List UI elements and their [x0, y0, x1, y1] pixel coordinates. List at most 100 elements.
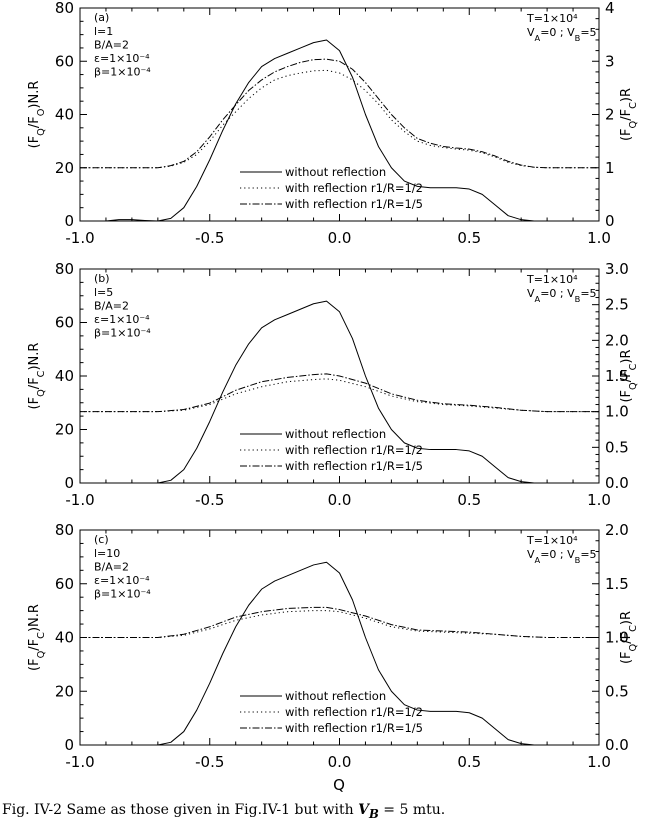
x-tick-label: 0.5: [457, 491, 481, 509]
x-tick-label: 0.0: [328, 491, 352, 509]
param-left: l=1: [94, 25, 113, 38]
yr-tick-label: 0.0: [605, 474, 629, 492]
yr-tick-label: 2: [605, 106, 615, 124]
yr-tick-label: 2.0: [605, 521, 629, 539]
x-tick-label: 0.0: [328, 229, 352, 247]
yr-tick-label: 0.0: [605, 736, 629, 754]
series-line-2: [80, 378, 599, 413]
yl-tick-label: 0: [64, 736, 74, 754]
yr-tick-label: 1.0: [605, 403, 629, 421]
x-tick-label: -0.5: [195, 229, 224, 247]
yl-tick-label: 40: [55, 367, 74, 385]
x-tick-label: 1.0: [587, 491, 611, 509]
yl-tick-label: 0: [64, 212, 74, 230]
param-left: ε=1×10⁻⁴: [94, 574, 150, 587]
x-tick-label: -1.0: [65, 491, 94, 509]
param-right: T=1×10⁴: [526, 534, 578, 547]
panel-label: (b): [94, 272, 110, 285]
yl-tick-label: 80: [55, 0, 74, 17]
yl-tick-label: 40: [55, 106, 74, 124]
y-axis-label-left: (FQ/FC)N.R: [27, 604, 47, 671]
yr-tick-label: 4: [605, 0, 615, 17]
param-left: B/A=2: [94, 561, 129, 574]
series-line-3: [80, 58, 599, 169]
yl-tick-label: 80: [55, 260, 74, 278]
x-tick-label: 0.0: [328, 753, 352, 771]
yr-tick-label: 3.0: [605, 260, 629, 278]
yl-tick-label: 80: [55, 521, 74, 539]
figure-caption: Fig. IV-2 Same as those given in Fig.IV-…: [2, 802, 650, 821]
param-left: l=5: [94, 286, 113, 299]
x-tick-label: -0.5: [195, 753, 224, 771]
yr-tick-label: 3: [605, 52, 615, 70]
caption-sub: B: [369, 806, 379, 821]
param-right: VA=0 ; VB=5: [527, 287, 597, 304]
yl-tick-label: 60: [55, 575, 74, 593]
yl-tick-label: 20: [55, 421, 74, 439]
panel-a: -1.0 -0.5 0.0 0.5 1.002040608001234(FQ/FO)N.…: [27, 0, 639, 247]
param-right: T=1×10⁴: [526, 12, 578, 25]
x-tick-label: -1.0: [65, 753, 94, 771]
param-right: VA=0 ; VB=5: [527, 26, 597, 43]
panel-c: -1.0 -0.5 0.0 0.5 1.0 0 20 40 60 80 0.0 0.5 1.0 1.5 2.…: [27, 521, 639, 771]
yr-tick-label: 2.0: [605, 331, 629, 349]
param-left: B/A=2: [94, 39, 129, 52]
series-line-3: [80, 606, 599, 638]
yl-tick-label: 60: [55, 314, 74, 332]
x-tick-label: -0.5: [195, 491, 224, 509]
param-left: β=1×10⁻⁴: [94, 327, 151, 340]
x-axis-label: Q: [333, 776, 345, 794]
caption-variable: VB: [358, 802, 379, 821]
legend-entry: with reflection r1/R=1/5: [285, 721, 423, 735]
yl-tick-label: 20: [55, 159, 74, 177]
yr-tick-label: 0.5: [605, 682, 629, 700]
series-line-2: [80, 69, 599, 169]
figure-canvas: -1.0 -0.5 0.0 0.5 1.002040608001234(FQ/FO)N.…: [27, 0, 639, 794]
yr-tick-label: 1.5: [605, 367, 629, 385]
param-left: β=1×10⁻⁴: [94, 588, 151, 601]
series-line-2: [80, 610, 599, 638]
y-axis-label-right: (FQ/FC)R: [619, 611, 639, 664]
series-line-1: [80, 300, 599, 484]
yr-tick-label: 0: [605, 212, 615, 230]
caption-suffix: = 5 mtu.: [378, 802, 446, 818]
param-left: ε=1×10⁻⁴: [94, 313, 150, 326]
legend-entry: without reflection: [285, 689, 386, 703]
legend-entry: with reflection r1/R=1/2: [285, 443, 423, 457]
x-tick-label: 1.0: [587, 753, 611, 771]
param-left: l=10: [94, 547, 120, 560]
legend-entry: with reflection r1/R=1/2: [285, 705, 423, 719]
yr-tick-label: 1: [605, 159, 615, 177]
yl-tick-label: 0: [64, 474, 74, 492]
param-left: ε=1×10⁻⁴: [94, 52, 150, 65]
series-line-3: [80, 373, 599, 413]
param-right: T=1×10⁴: [526, 273, 578, 286]
y-axis-label-left: (FQ/FC)N.R: [27, 343, 47, 410]
x-tick-label: 0.5: [457, 229, 481, 247]
x-tick-label: 1.0: [587, 229, 611, 247]
legend-entry: without reflection: [285, 165, 386, 179]
legend-entry: with reflection r1/R=1/5: [285, 197, 423, 211]
yl-tick-label: 20: [55, 682, 74, 700]
y-axis-label-right: (FQ/FC)R: [619, 349, 639, 402]
yl-tick-label: 40: [55, 629, 74, 647]
caption-var: V: [358, 802, 369, 818]
param-left: B/A=2: [94, 300, 129, 313]
series-line-1: [80, 39, 599, 222]
yl-tick-label: 60: [55, 52, 74, 70]
yr-tick-label: 2.5: [605, 296, 629, 314]
legend-entry: with reflection r1/R=1/2: [285, 181, 423, 195]
y-axis-label-left: (FQ/FO)N.R: [27, 81, 47, 149]
yr-tick-label: 1.0: [605, 629, 629, 647]
x-tick-label: 0.5: [457, 753, 481, 771]
caption-prefix: Fig. IV-2 Same as those given in Fig.IV-…: [2, 802, 359, 818]
param-left: β=1×10⁻⁴: [94, 66, 151, 79]
panel-label: (a): [94, 11, 109, 24]
panel-label: (c): [94, 533, 109, 546]
yr-tick-label: 0.5: [605, 438, 629, 456]
legend-entry: with reflection r1/R=1/5: [285, 459, 423, 473]
legend-entry: without reflection: [285, 427, 386, 441]
x-tick-label: -1.0: [65, 229, 94, 247]
series-line-1: [80, 561, 599, 746]
param-right: VA=0 ; VB=5: [527, 548, 597, 565]
